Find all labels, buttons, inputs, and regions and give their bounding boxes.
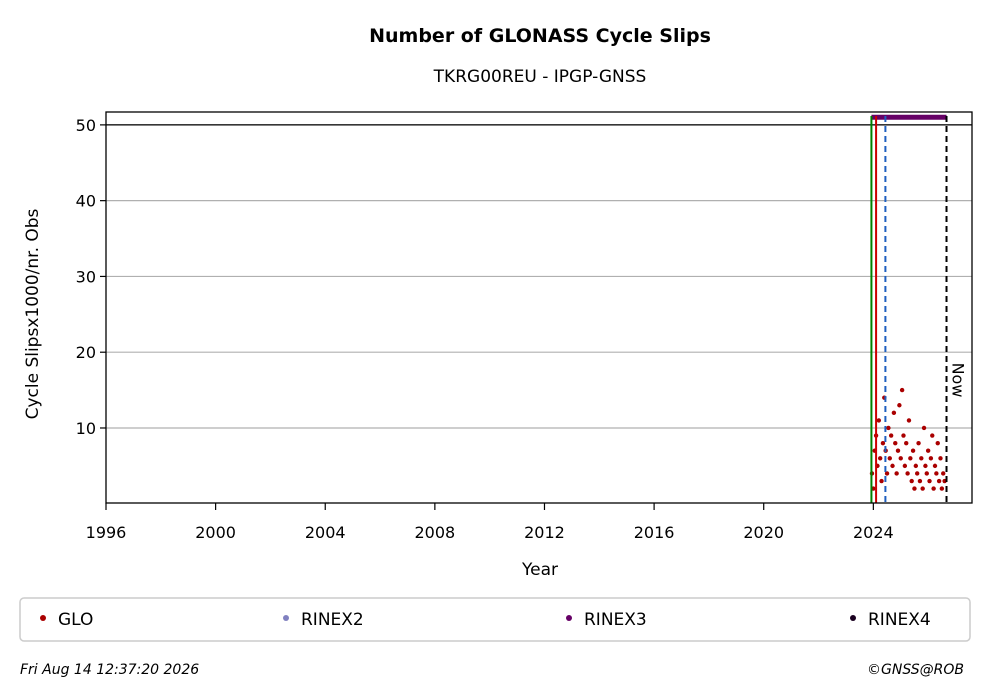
chart-title: Number of GLONASS Cycle Slips — [369, 25, 711, 47]
data-point — [932, 463, 938, 469]
data-point — [941, 471, 946, 476]
x-axis-label: Year — [521, 560, 558, 580]
plot-frame — [105, 111, 973, 504]
data-point — [886, 425, 891, 431]
x-tick-label: 2004 — [305, 523, 346, 542]
data-point — [916, 440, 921, 446]
data-point — [877, 456, 883, 461]
y-tick-label: 30 — [76, 267, 96, 286]
data-point — [914, 471, 920, 476]
data-point — [898, 456, 903, 461]
data-point — [908, 456, 913, 461]
legend-label: GLO — [58, 610, 93, 630]
data-point — [935, 440, 940, 446]
chart-subtitle: TKRG00REU - IPGP-GNSS — [433, 67, 647, 87]
x-tick-label: 2012 — [524, 523, 565, 542]
data-point — [939, 486, 945, 491]
legend-label: RINEX4 — [868, 610, 931, 630]
data-point — [887, 456, 892, 461]
data-point — [920, 486, 925, 491]
data-point — [927, 478, 932, 484]
legend-box — [19, 597, 971, 642]
data-point — [894, 471, 899, 476]
data-point — [880, 440, 886, 446]
legend-marker — [283, 615, 289, 621]
data-point — [923, 463, 928, 469]
data-point — [934, 471, 939, 476]
data-point — [930, 433, 935, 438]
data-point — [912, 486, 917, 491]
data-point — [921, 425, 927, 431]
data-point — [905, 471, 910, 476]
legend-marker — [850, 615, 856, 621]
data-point — [876, 418, 882, 423]
data-point — [931, 486, 936, 491]
data-point — [899, 387, 905, 393]
data-point — [902, 463, 908, 469]
data-point — [888, 433, 894, 438]
y-tick-label: 50 — [76, 116, 96, 135]
footer-right: ©GNSS@ROB — [867, 662, 964, 678]
data-point — [906, 418, 912, 423]
y-tick-label: 10 — [76, 419, 96, 438]
data-point — [917, 478, 923, 484]
data-point — [893, 440, 898, 446]
x-tick-label: 2020 — [743, 523, 784, 542]
data-point — [928, 456, 934, 461]
legend-marker — [40, 615, 46, 621]
data-point — [904, 440, 909, 446]
x-tick-label: 2008 — [415, 523, 456, 542]
footer-left: Fri Aug 14 12:37:20 2026 — [20, 662, 199, 678]
data-point — [895, 448, 901, 453]
x-tick-label: 2000 — [195, 523, 236, 542]
data-point — [936, 478, 942, 484]
data-point — [925, 448, 931, 453]
x-tick-label: 1996 — [86, 523, 127, 542]
x-tick-label: 2016 — [634, 523, 675, 542]
data-point — [938, 456, 943, 461]
data-point — [919, 456, 924, 461]
y-tick-label: 40 — [76, 192, 96, 211]
data-point — [910, 448, 916, 453]
legend-label: RINEX3 — [584, 610, 647, 630]
data-point — [884, 471, 890, 476]
data-point — [901, 433, 906, 438]
data-point — [897, 403, 902, 408]
y-tick-label: 20 — [76, 343, 96, 362]
data-point — [909, 478, 914, 484]
legend-label: RINEX2 — [301, 610, 364, 630]
legend-marker — [566, 615, 572, 621]
data-point — [924, 471, 929, 476]
y-axis-label: Cycle Slipsx1000/nr. Obs — [23, 208, 43, 419]
data-point — [913, 463, 919, 469]
annotation: Now — [949, 363, 968, 398]
data-point — [879, 478, 884, 484]
x-tick-label: 2024 — [853, 523, 894, 542]
data-point — [891, 410, 897, 416]
data-point — [890, 463, 895, 469]
